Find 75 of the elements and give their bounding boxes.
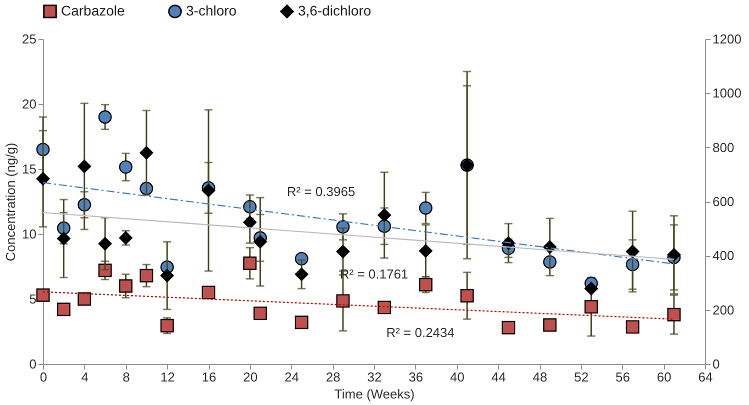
y2-tick-label: 600: [712, 194, 734, 209]
x-tick-label: 44: [491, 370, 506, 384]
point: [243, 216, 257, 230]
point: [667, 308, 681, 322]
point: [336, 294, 350, 308]
point: [98, 110, 112, 124]
point: [378, 208, 392, 222]
x-tick-label: 24: [284, 370, 299, 384]
point: [119, 279, 132, 293]
point: [418, 201, 432, 215]
point: [584, 282, 598, 296]
x-tick-label: 16: [202, 370, 216, 384]
x-tick-label: 64: [698, 370, 713, 384]
x-tick-label: 20: [243, 370, 258, 384]
x-tick-label: 56: [616, 370, 630, 384]
x-tick-label: 0: [40, 370, 48, 384]
x-tick-label: 48: [532, 370, 548, 384]
x-tick-label: 52: [574, 370, 589, 384]
y-tick-label: 10: [22, 226, 36, 242]
y-tick-label: 20: [22, 96, 36, 112]
y-tick-label: 0: [29, 356, 36, 372]
point: [78, 292, 92, 306]
point: [543, 318, 557, 332]
point: [160, 268, 174, 282]
point: [160, 318, 174, 332]
point: [119, 231, 132, 245]
y-axis-title: Concentration (ng/g): [3, 142, 18, 262]
point: [140, 146, 154, 160]
x-axis-title: Time (Weeks): [334, 386, 415, 402]
point: [36, 172, 50, 186]
x-tick-label: 36: [408, 370, 424, 384]
x-tick-label: 8: [122, 370, 130, 384]
point: [667, 248, 681, 262]
y2-tick-label: 1000: [712, 86, 742, 101]
point: [202, 286, 216, 300]
legend-label: 3-chloro: [186, 2, 237, 18]
point: [202, 184, 216, 198]
y-tick-label: 5: [29, 292, 36, 306]
point: [243, 256, 257, 270]
point: [502, 320, 516, 334]
annotation: R² = 0.2434: [386, 325, 454, 340]
point: [253, 306, 267, 320]
point: [98, 237, 112, 250]
x-tick-label: 28: [326, 370, 340, 384]
point: [294, 316, 308, 330]
point: [378, 300, 392, 314]
y2-tick-label: 800: [712, 140, 734, 155]
y-tick-label: 15: [22, 162, 36, 176]
y2-tick-label: 200: [712, 302, 734, 318]
x-tick-label: 4: [81, 370, 88, 384]
annotation: R² = 0.3965: [286, 184, 356, 199]
point: [56, 302, 70, 316]
x-tick-label: 32: [367, 370, 382, 384]
point: [140, 268, 154, 282]
point: [418, 244, 432, 258]
point: [460, 289, 474, 302]
point: [56, 232, 70, 246]
x-tick-label: 12: [160, 370, 175, 384]
y-tick-label: 25: [22, 32, 36, 46]
point: [36, 288, 50, 302]
y2-tick-label: 1200: [712, 32, 742, 46]
y2-tick-label: 400: [712, 248, 734, 264]
x-tick-label: 60: [656, 370, 672, 384]
point: [294, 268, 308, 282]
point: [78, 160, 92, 174]
x-tick-label: 40: [450, 370, 464, 384]
point: [336, 244, 350, 258]
legend-label: Carbazole: [61, 2, 126, 18]
point: [119, 160, 132, 174]
legend-label: 3,6-dichloro: [298, 2, 372, 18]
point: [626, 244, 640, 258]
y2-tick-label: 0: [712, 356, 720, 372]
point: [626, 320, 640, 334]
point: [253, 235, 267, 249]
point: [584, 300, 598, 314]
